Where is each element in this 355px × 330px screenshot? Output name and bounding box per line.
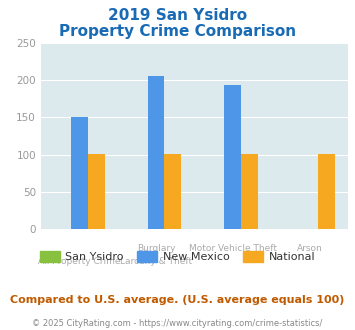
Text: Motor Vehicle Theft: Motor Vehicle Theft [189, 244, 277, 253]
Text: Property Crime Comparison: Property Crime Comparison [59, 24, 296, 39]
Bar [148, 77, 164, 229]
Bar [241, 154, 258, 229]
Text: Larceny & Theft: Larceny & Theft [120, 257, 192, 266]
Legend: San Ysidro, New Mexico, National: San Ysidro, New Mexico, National [36, 247, 320, 267]
Text: 2019 San Ysidro: 2019 San Ysidro [108, 8, 247, 23]
Text: All Property Crime: All Property Crime [38, 257, 120, 266]
Text: © 2025 CityRating.com - https://www.cityrating.com/crime-statistics/: © 2025 CityRating.com - https://www.city… [32, 319, 323, 328]
Text: Arson: Arson [297, 244, 322, 253]
Bar [224, 85, 241, 229]
Text: Burglary: Burglary [137, 244, 175, 253]
Bar [164, 154, 181, 229]
Bar [88, 154, 104, 229]
Bar [318, 154, 335, 229]
Bar [71, 117, 88, 229]
Text: Compared to U.S. average. (U.S. average equals 100): Compared to U.S. average. (U.S. average … [10, 295, 345, 305]
